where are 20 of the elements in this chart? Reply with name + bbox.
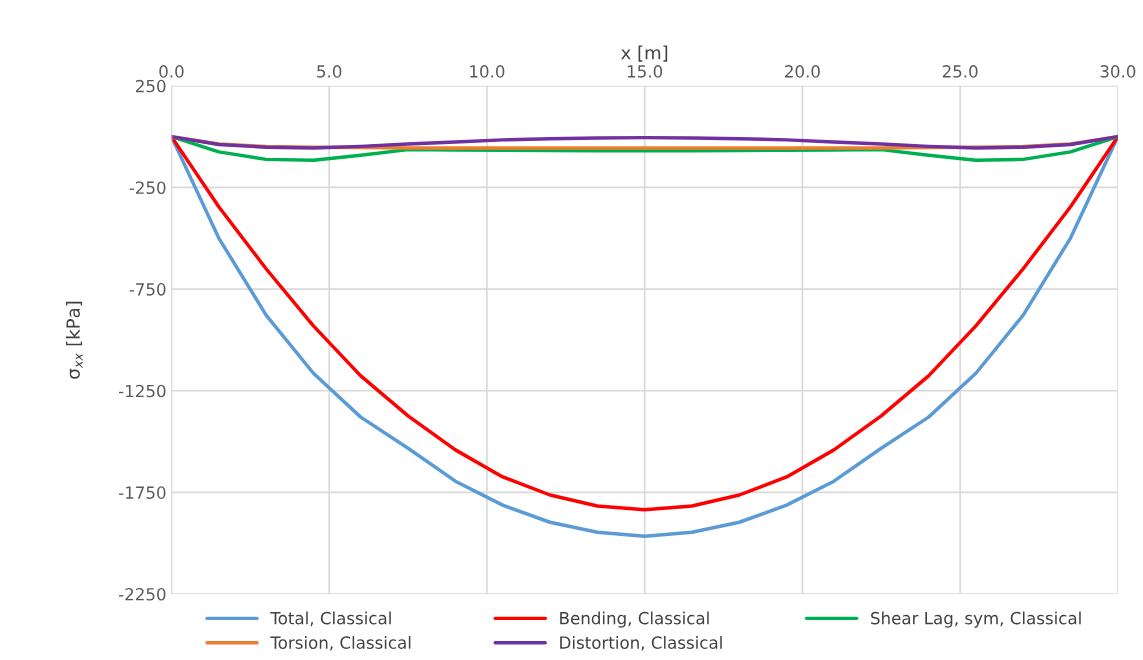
legend-label: Total, Classical	[270, 611, 391, 627]
x-tick-label: 15.0	[627, 65, 663, 78]
x-tick-label: 30.0	[1100, 65, 1136, 78]
legend-label: Torsion, Classical	[270, 636, 411, 651]
legend-label: Distortion, Classical	[560, 636, 722, 651]
y-tick-label: -250	[129, 181, 166, 195]
x-axis-title: x [m]	[621, 45, 668, 62]
y-axis-title: σ$_{xx}$ [kPa]	[65, 301, 83, 379]
y-tick-label: 250	[136, 79, 166, 93]
y-tick-label: -750	[129, 283, 166, 296]
x-tick-label: 0.0	[159, 65, 184, 78]
x-tick-label: 20.0	[785, 65, 820, 78]
x-tick-label: 10.0	[470, 65, 505, 78]
legend-label: Shear Lag, sym, Classical	[871, 611, 1081, 628]
legend-label: Bending, Classical	[560, 611, 709, 628]
x-tick-label: 5.0	[317, 65, 342, 78]
x-tick-label: 25.0	[942, 65, 978, 78]
y-tick-label: -1750	[118, 486, 166, 499]
y-tick-label: -1250	[118, 384, 166, 398]
y-tick-label: -2250	[118, 587, 166, 601]
